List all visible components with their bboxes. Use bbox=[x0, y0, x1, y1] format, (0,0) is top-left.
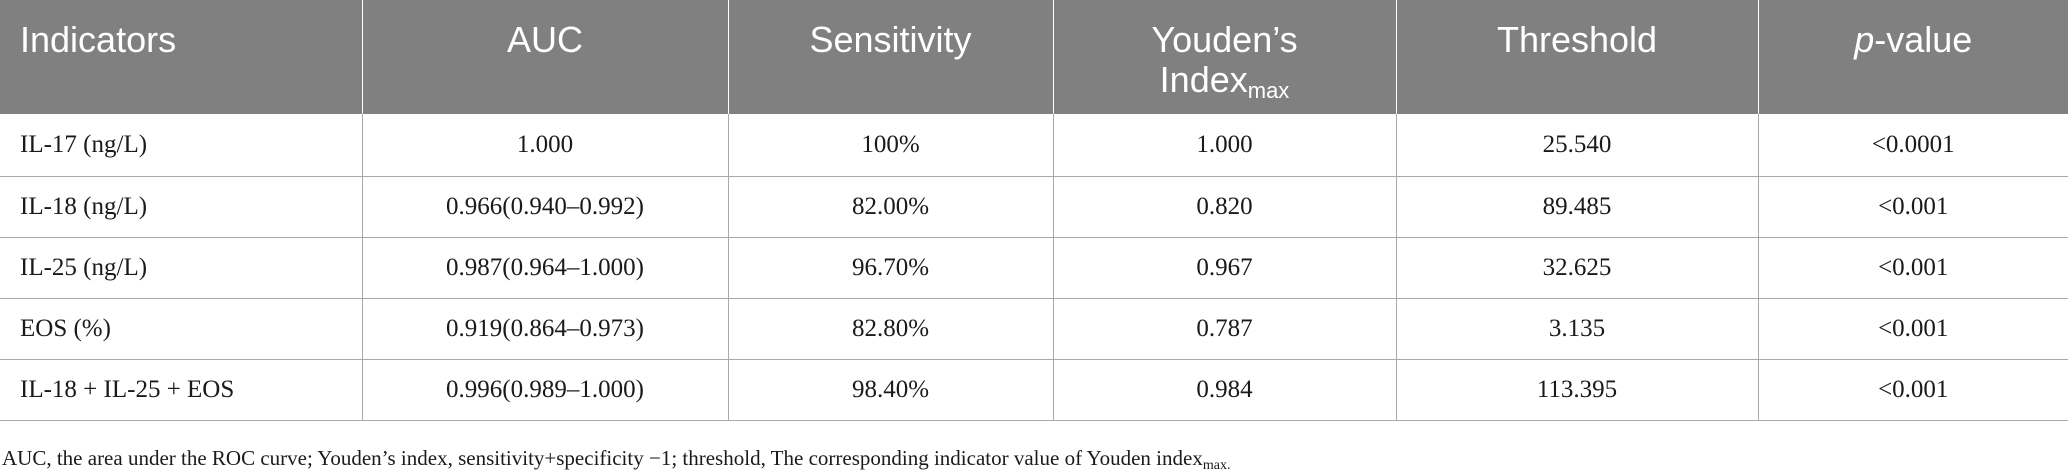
cell-youden: 1.000 bbox=[1053, 114, 1397, 177]
cell-sensitivity: 82.00% bbox=[728, 176, 1054, 238]
table-row: EOS (%) 0.919(0.864–0.973) 82.80% 0.787 … bbox=[0, 298, 2068, 360]
cell-indicator: IL-25 (ng/L) bbox=[0, 237, 363, 299]
header-auc: AUC bbox=[362, 0, 729, 114]
cell-threshold: 113.395 bbox=[1396, 359, 1759, 421]
cell-threshold: 32.625 bbox=[1396, 237, 1759, 299]
cell-auc: 0.987(0.964–1.000) bbox=[362, 237, 729, 299]
cell-pvalue: <0.0001 bbox=[1758, 114, 2068, 177]
cell-sensitivity: 98.40% bbox=[728, 359, 1054, 421]
header-youden-label: Youden’s Indexmax bbox=[1074, 0, 1376, 111]
footnote-text: AUC, the area under the ROC curve; Youde… bbox=[2, 446, 1203, 470]
cell-youden: 0.787 bbox=[1053, 298, 1397, 360]
header-pvalue-label: p-value bbox=[1779, 0, 2049, 60]
cell-indicator: IL-17 (ng/L) bbox=[0, 114, 363, 177]
header-row: Indicators AUC Sensitivity Youden’s Index… bbox=[0, 0, 2068, 114]
cell-auc: 0.996(0.989–1.000) bbox=[362, 359, 729, 421]
header-pvalue-italic: p bbox=[1854, 19, 1875, 60]
cell-auc: 1.000 bbox=[362, 114, 729, 177]
table-row: IL-18 (ng/L) 0.966(0.940–0.992) 82.00% 0… bbox=[0, 176, 2068, 238]
header-youden: Youden’s Indexmax bbox=[1053, 0, 1397, 114]
cell-pvalue: <0.001 bbox=[1758, 359, 2068, 421]
cell-youden: 0.967 bbox=[1053, 237, 1397, 299]
cell-indicator: EOS (%) bbox=[0, 298, 363, 360]
header-sensitivity-label: Sensitivity bbox=[809, 19, 972, 60]
cell-indicator: IL-18 + IL-25 + EOS bbox=[0, 359, 363, 421]
roc-table-container: Indicators AUC Sensitivity Youden’s Index… bbox=[0, 0, 2068, 421]
cell-auc: 0.966(0.940–0.992) bbox=[362, 176, 729, 238]
header-youden-line2: Index bbox=[1159, 59, 1248, 100]
cell-pvalue: <0.001 bbox=[1758, 298, 2068, 360]
cell-pvalue: <0.001 bbox=[1758, 237, 2068, 299]
cell-sensitivity: 100% bbox=[728, 114, 1054, 177]
cell-sensitivity: 82.80% bbox=[728, 298, 1054, 360]
table-row: IL-17 (ng/L) 1.000 100% 1.000 25.540 <0.… bbox=[0, 114, 2068, 177]
cell-threshold: 89.485 bbox=[1396, 176, 1759, 238]
header-pvalue: p-value bbox=[1758, 0, 2068, 114]
table-row: IL-18 + IL-25 + EOS 0.996(0.989–1.000) 9… bbox=[0, 359, 2068, 421]
header-sensitivity: Sensitivity bbox=[728, 0, 1054, 114]
header-indicators-label: Indicators bbox=[20, 19, 177, 60]
header-threshold: Threshold bbox=[1396, 0, 1759, 114]
table-footnote: AUC, the area under the ROC curve; Youde… bbox=[2, 446, 1230, 474]
cell-pvalue: <0.001 bbox=[1758, 176, 2068, 238]
header-threshold-label: Threshold bbox=[1496, 19, 1658, 60]
header-youden-line1: Youden’s bbox=[1151, 19, 1298, 60]
header-auc-label: AUC bbox=[506, 19, 583, 60]
cell-auc: 0.919(0.864–0.973) bbox=[362, 298, 729, 360]
header-pvalue-rest: -value bbox=[1874, 19, 1973, 60]
header-youden-subscript: max bbox=[1247, 78, 1290, 103]
cell-youden: 0.984 bbox=[1053, 359, 1397, 421]
cell-threshold: 25.540 bbox=[1396, 114, 1759, 177]
table-row: IL-25 (ng/L) 0.987(0.964–1.000) 96.70% 0… bbox=[0, 237, 2068, 299]
roc-results-table: Indicators AUC Sensitivity Youden’s Index… bbox=[0, 0, 2068, 421]
cell-threshold: 3.135 bbox=[1396, 298, 1759, 360]
table-header: Indicators AUC Sensitivity Youden’s Index… bbox=[0, 0, 2068, 114]
cell-indicator: IL-18 (ng/L) bbox=[0, 176, 363, 238]
cell-youden: 0.820 bbox=[1053, 176, 1397, 238]
table-body: IL-17 (ng/L) 1.000 100% 1.000 25.540 <0.… bbox=[0, 114, 2068, 421]
header-indicators: Indicators bbox=[0, 0, 363, 114]
footnote-subscript: max. bbox=[1202, 458, 1231, 473]
cell-sensitivity: 96.70% bbox=[728, 237, 1054, 299]
